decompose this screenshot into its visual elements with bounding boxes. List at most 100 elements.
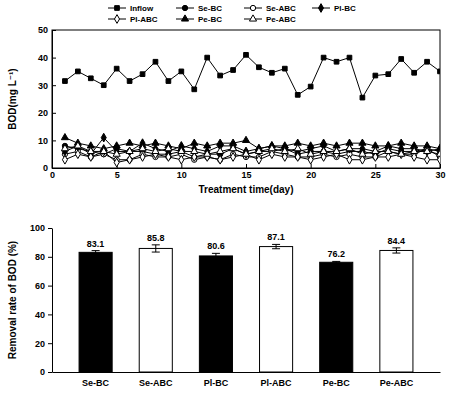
tick-mark <box>48 372 52 373</box>
error-bar-cap <box>392 247 400 248</box>
marker <box>438 69 440 74</box>
marker <box>231 68 236 73</box>
data-label: 85.8 <box>147 233 165 243</box>
error-bar-cap <box>212 258 220 259</box>
error-bar-cap <box>392 253 400 254</box>
tick-label: 0 <box>40 367 45 377</box>
marker <box>191 139 198 145</box>
marker <box>178 147 185 153</box>
marker <box>268 145 275 151</box>
marker <box>425 59 430 64</box>
tick-mark <box>52 168 56 169</box>
marker <box>140 153 145 162</box>
marker <box>217 139 224 145</box>
marker <box>372 147 379 153</box>
axis: 051015202530 <box>50 164 446 180</box>
tick: 20 <box>35 339 52 349</box>
marker <box>231 153 236 162</box>
tick-label: 30 <box>435 170 445 180</box>
tick-label: Pl-BC <box>204 378 229 388</box>
legend-marker <box>114 15 119 24</box>
series-line <box>65 138 440 155</box>
tick-label: 60 <box>35 281 45 291</box>
error-bar-cap <box>212 253 220 254</box>
marker <box>217 147 224 153</box>
marker <box>436 150 440 156</box>
marker <box>88 76 93 81</box>
marker <box>270 70 275 75</box>
tick: Pe-BC <box>323 372 351 388</box>
error-bar-cap <box>152 252 160 253</box>
error-bar-cap <box>152 244 160 245</box>
marker <box>87 147 94 153</box>
tick: 0 <box>40 367 52 377</box>
error-bar-cap <box>272 248 280 249</box>
bar <box>320 262 353 372</box>
marker <box>320 147 327 153</box>
marker <box>218 155 223 164</box>
tick: 20 <box>306 164 316 180</box>
bar <box>139 248 172 372</box>
tick-label: Se-BC <box>82 378 110 388</box>
chart: Se-BCSe-ABCPl-BCPl-ABCPe-BCPe-ABC0204060… <box>7 223 441 388</box>
marker <box>127 79 132 84</box>
tick: 0 <box>43 163 56 173</box>
marker <box>242 150 249 156</box>
tick-label: 80 <box>35 252 45 262</box>
marker <box>255 147 262 153</box>
tick-label: Pe-ABC <box>380 378 414 388</box>
marker <box>398 139 405 145</box>
marker <box>425 155 430 164</box>
axis: 020406080100 <box>30 223 53 377</box>
marker <box>281 147 288 153</box>
marker <box>359 139 366 145</box>
tick: 15 <box>241 164 251 180</box>
tick: 50 <box>38 25 56 35</box>
marker <box>282 66 287 71</box>
legend-label: Inflow <box>130 4 154 13</box>
marker <box>360 95 365 100</box>
marker <box>61 134 68 140</box>
marker <box>386 72 391 77</box>
tick: 40 <box>35 310 52 320</box>
marker <box>139 145 146 151</box>
tick-label: 40 <box>35 310 45 320</box>
marker <box>307 150 314 156</box>
y-axis-title: Removal rate of BOD (%) <box>7 241 18 359</box>
marker <box>347 55 352 60</box>
marker <box>61 145 68 151</box>
error-bar-cap <box>332 261 340 262</box>
data-label: 87.1 <box>267 232 285 242</box>
legend-marker <box>181 15 188 21</box>
marker <box>75 150 80 159</box>
tick-mark <box>48 228 52 229</box>
marker <box>114 158 119 167</box>
x-axis-title: Treatment time(day) <box>198 184 293 195</box>
bar <box>199 256 232 372</box>
tick: 20 <box>38 108 56 118</box>
marker <box>257 65 262 70</box>
marker <box>113 142 120 148</box>
bar <box>380 250 413 372</box>
marker <box>204 150 211 156</box>
tick-label: 30 <box>38 81 48 91</box>
tick: 60 <box>35 281 52 291</box>
tick-label: Se-ABC <box>139 378 173 388</box>
legend-marker <box>182 5 187 10</box>
marker <box>320 139 327 145</box>
data-label: 84.4 <box>388 236 406 246</box>
data-label: 76.2 <box>327 249 345 259</box>
tick: Pe-ABC <box>380 372 414 388</box>
tick: 30 <box>435 164 445 180</box>
error-bar <box>392 248 400 253</box>
tick: Se-ABC <box>139 372 173 388</box>
legend-label: Pl-ABC <box>130 15 158 24</box>
marker <box>153 59 158 64</box>
marker <box>307 142 314 148</box>
legend-item: Inflow <box>108 4 154 13</box>
legend-item: Se-ABC <box>244 4 296 13</box>
legend-label: Pe-BC <box>198 15 222 24</box>
legend-item: Pe-ABC <box>244 15 296 24</box>
legend-label: Se-BC <box>198 4 222 13</box>
tick-mark <box>52 85 56 86</box>
